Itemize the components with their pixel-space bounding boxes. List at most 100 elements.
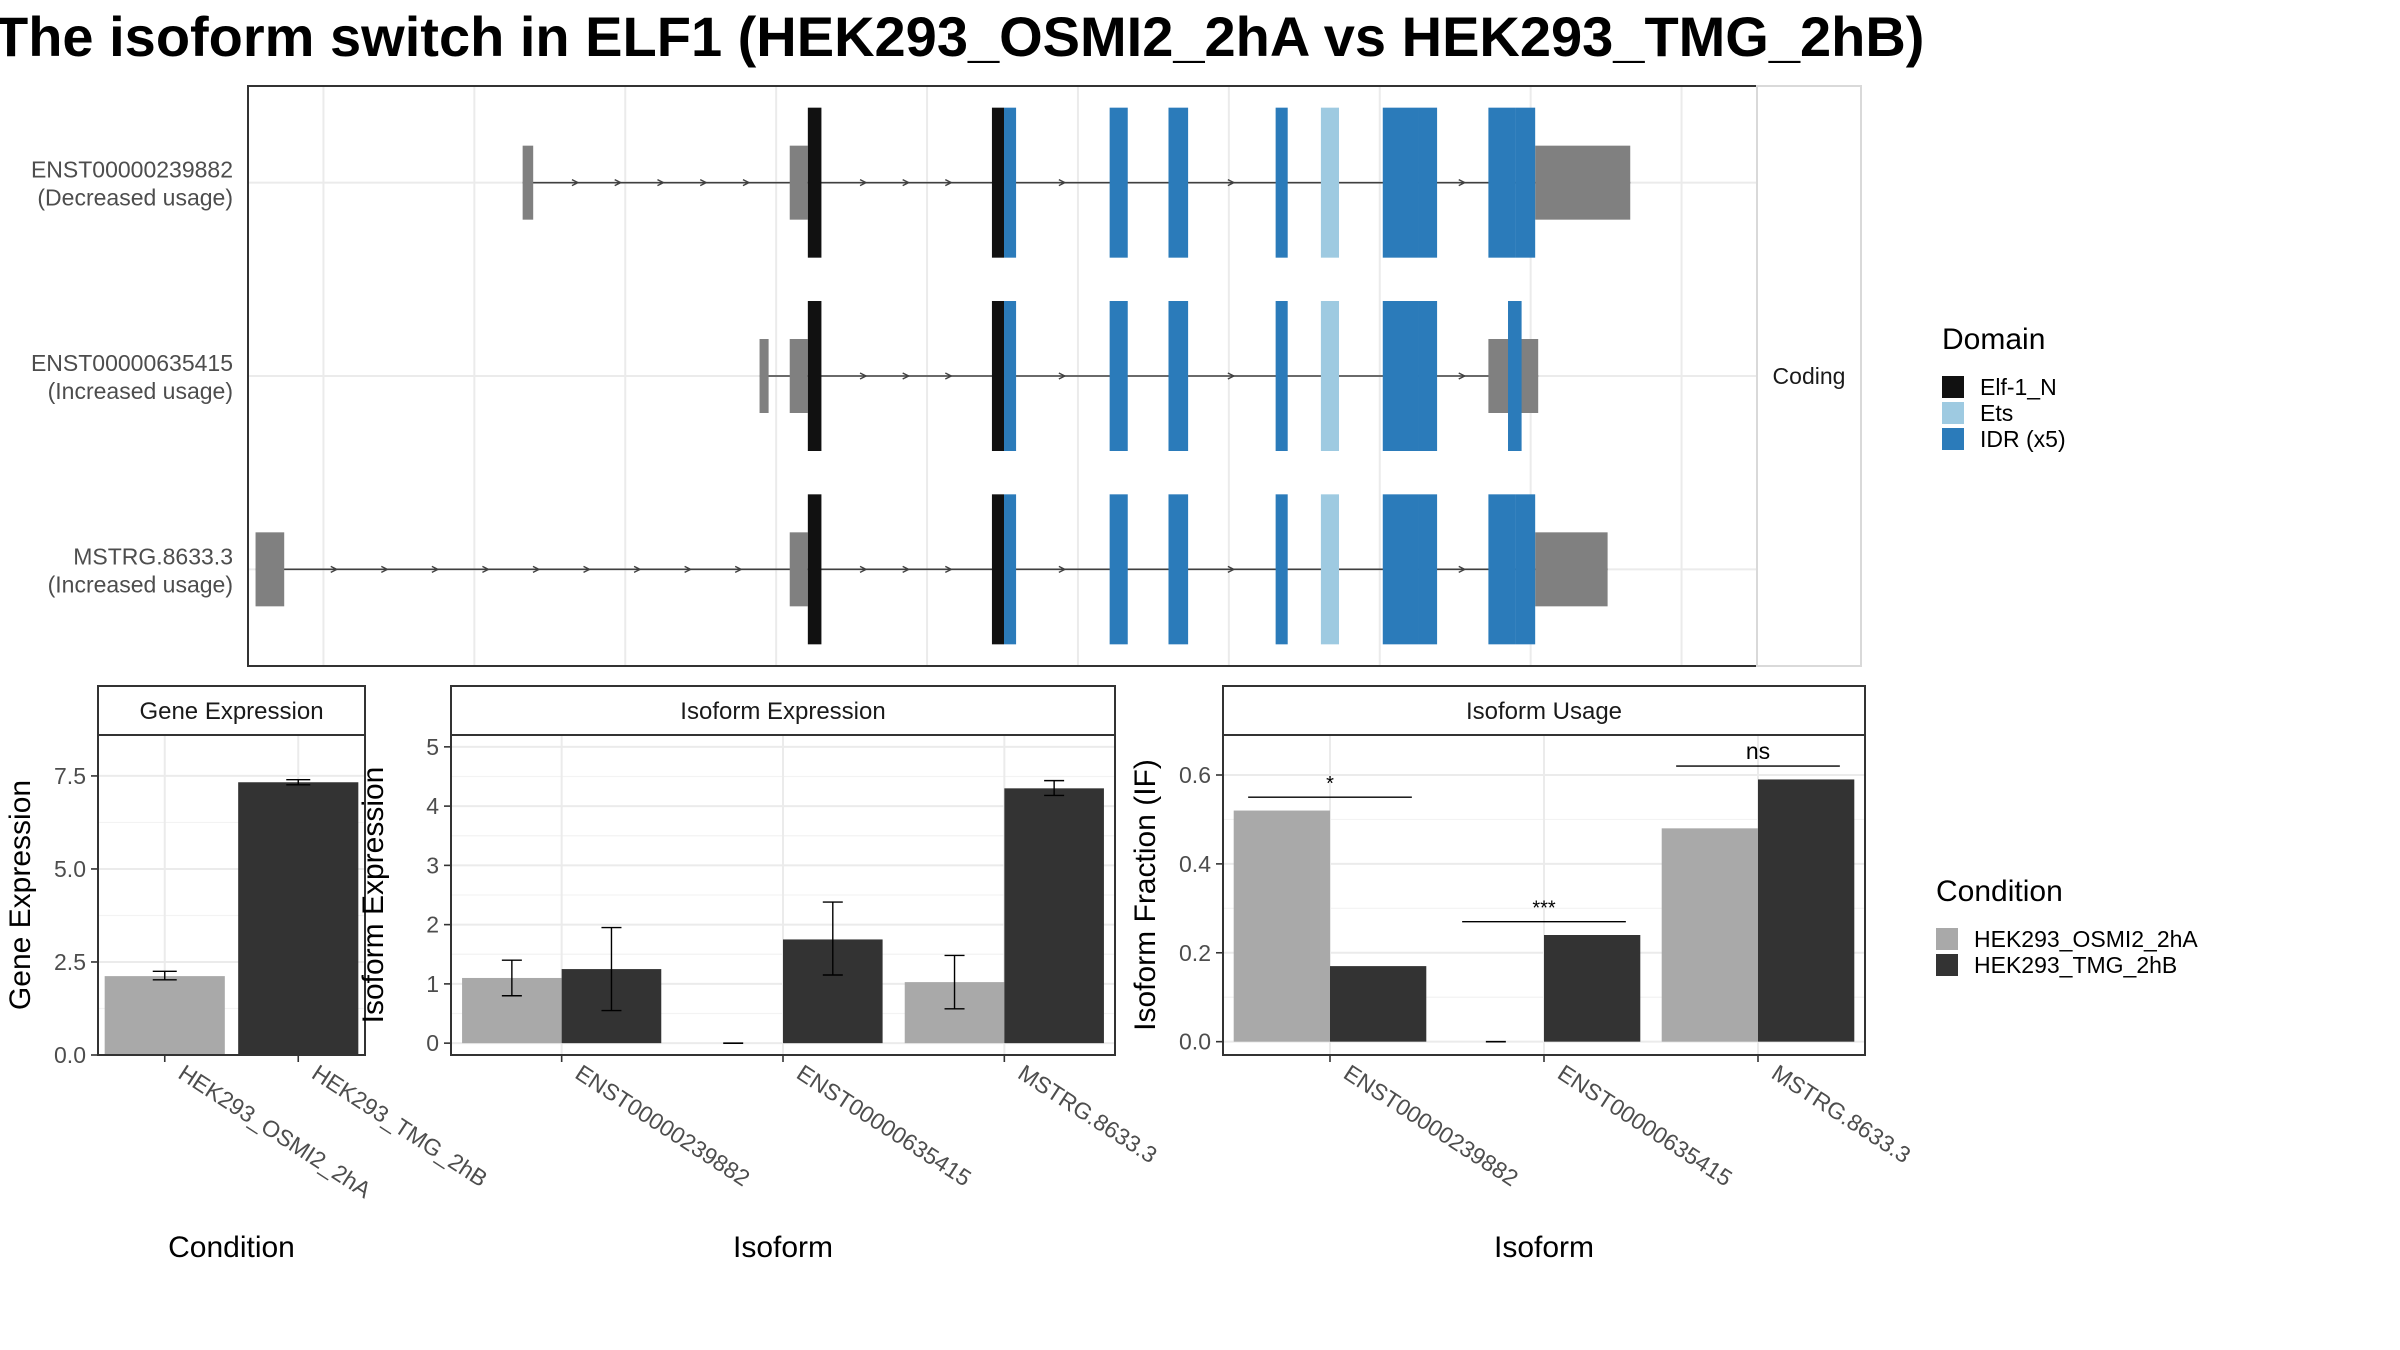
intron-arrow (431, 565, 440, 573)
legend-key (1936, 954, 1958, 976)
intron-arrow (1458, 372, 1467, 380)
intron-arrow (699, 179, 708, 187)
intron-arrow (944, 565, 953, 573)
x-axis-title: Isoform (1494, 1231, 1594, 1264)
coding-exon-block (807, 494, 822, 645)
coding-exon-block (1004, 107, 1017, 258)
coding-exon-block (1508, 301, 1522, 451)
utr-block (255, 532, 285, 607)
gene-expression-chart: Gene Expression0.02.55.07.5HEK293_OSMI2_… (4, 685, 492, 1264)
y-axis-title: Gene Expression (4, 780, 37, 1010)
y-tick-label: 1 (426, 971, 439, 997)
y-tick-label: 0.0 (1179, 1029, 1211, 1055)
y-tick-label: 4 (426, 793, 439, 819)
transcript-usage-label: (Decreased usage) (37, 185, 233, 211)
utr-block (789, 532, 808, 607)
utr-block (759, 339, 769, 413)
intron-arrow (742, 179, 751, 187)
intron-arrow (944, 179, 953, 187)
facet-strip (1756, 85, 1862, 667)
y-tick-label: 2.5 (54, 949, 86, 975)
y-tick-label: 0.6 (1179, 762, 1211, 788)
facet-strip-label: Gene Expression (139, 698, 323, 725)
intron-arrow (902, 565, 911, 573)
x-tick-label: ENST00000635415 (792, 1059, 976, 1191)
x-axis-title: Condition (168, 1231, 295, 1264)
intron-arrow (1227, 372, 1236, 380)
coding-exon-block (1515, 107, 1536, 258)
bar (1758, 779, 1855, 1042)
intron-arrow (614, 179, 623, 187)
coding-exon-block (1320, 301, 1340, 451)
coding-exon-block (991, 494, 1005, 645)
intron-arrow (734, 565, 743, 573)
x-tick-label: MSTRG.8633.3 (1767, 1059, 1915, 1168)
coding-exon-block (1109, 301, 1128, 451)
x-axis-title: Isoform (733, 1231, 833, 1264)
x-tick-label: MSTRG.8633.3 (1014, 1059, 1162, 1168)
facet-strip (97, 685, 366, 736)
coding-exon-block (807, 301, 822, 451)
facet-strip-label: Isoform Usage (1466, 698, 1622, 725)
coding-exon-block (1382, 494, 1419, 645)
coding-exon-block (1004, 301, 1017, 451)
coding-exon-block (1004, 494, 1017, 645)
intron-arrow (1458, 179, 1467, 187)
figure-title: The isoform switch in ELF1 (HEK293_OSMI2… (0, 5, 1924, 68)
intron-arrow (944, 372, 953, 380)
y-tick-label: 5 (426, 734, 439, 760)
intron-arrow (381, 565, 389, 573)
x-tick-label: ENST00000239882 (1339, 1059, 1523, 1191)
bar (1004, 788, 1104, 1044)
intron-arrow (1458, 565, 1467, 573)
x-tick-label: ENST00000635415 (1553, 1059, 1737, 1191)
coding-exon-block (1418, 107, 1438, 258)
coding-exon-block (1275, 494, 1288, 645)
coding-exon-block (1382, 301, 1419, 451)
coding-exon-block (1320, 107, 1340, 258)
coding-exon-block (1168, 494, 1189, 645)
coding-exon-block (1275, 107, 1288, 258)
intron-arrow (482, 565, 490, 573)
legend-item-label: IDR (x5) (1980, 426, 2066, 452)
legend-key (1936, 928, 1958, 950)
coding-exon-block (1109, 494, 1128, 645)
legend-item-label: HEK293_TMG_2hB (1974, 952, 2177, 978)
bar (104, 976, 225, 1055)
coding-exon-block (1109, 107, 1128, 258)
intron-arrow (571, 179, 580, 187)
intron-arrow (583, 565, 592, 573)
utr-block (1535, 532, 1608, 607)
legend-title: Domain (1942, 323, 2045, 356)
coding-exon-block (1168, 301, 1189, 451)
bar (1233, 810, 1330, 1042)
y-tick-label: 7.5 (54, 763, 86, 789)
intron-arrow (902, 372, 911, 380)
y-tick-label: 2 (426, 912, 439, 938)
transcript-usage-label: (Increased usage) (48, 571, 233, 597)
utr-block (1535, 145, 1631, 220)
isoform-usage-chart: Isoform Usage 0.0 0.2 0.4 0.6 ENST00000239882… (1129, 685, 1915, 1264)
intron-arrow (633, 565, 642, 573)
bar (1330, 966, 1427, 1042)
intron-arrow (657, 179, 666, 187)
y-tick-label: 0.0 (54, 1042, 86, 1068)
transcript-id-label: ENST00000635415 (31, 350, 233, 376)
coding-exon-block (1168, 107, 1189, 258)
intron-arrow (1058, 372, 1067, 380)
legend-item-label: Ets (1980, 400, 2013, 426)
coding-exon-block (1515, 494, 1536, 645)
y-tick-label: 5.0 (54, 856, 86, 882)
bar (1661, 828, 1758, 1042)
transcript-id-label: MSTRG.8633.3 (73, 543, 233, 569)
coding-exon-block (1488, 107, 1516, 258)
facet-strip (450, 685, 1116, 736)
bar (1544, 935, 1641, 1042)
coding-exon-block (1418, 494, 1438, 645)
coding-exon-block (1320, 494, 1340, 645)
coding-exon-block (1418, 301, 1438, 451)
utr-block (522, 145, 534, 220)
